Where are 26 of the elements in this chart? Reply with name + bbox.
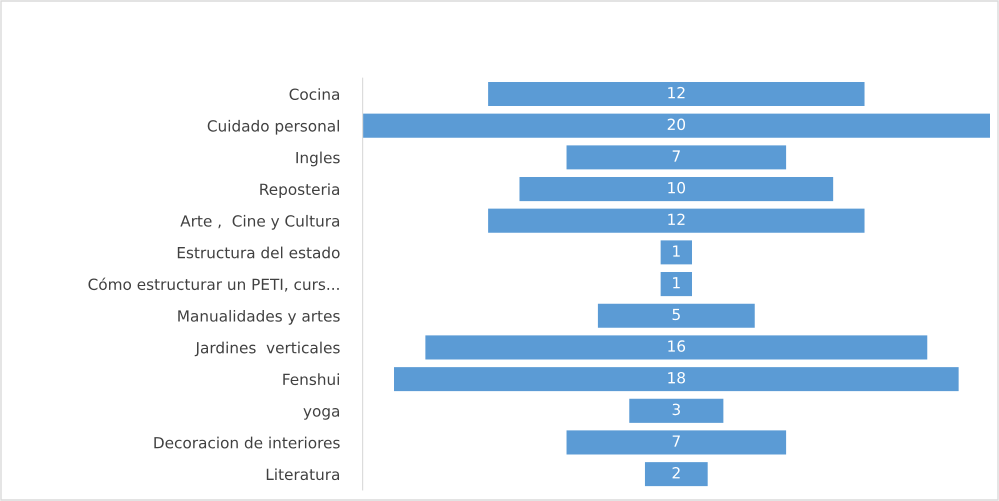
category-label: Decoracion de interiores [154, 436, 340, 448]
category-label: Fenshui [283, 373, 339, 386]
data-label: 18 [668, 372, 685, 384]
data-label: 12 [668, 86, 685, 98]
category-label: Literatura [266, 468, 340, 480]
data-label: 3 [672, 404, 680, 416]
category-label: Cocina [290, 88, 340, 100]
data-label: 16 [668, 340, 686, 352]
data-label: 1 [673, 277, 680, 288]
data-label: 2 [672, 467, 680, 478]
data-label: 10 [668, 182, 686, 194]
category-label: Jardines verticales [194, 342, 340, 356]
data-label: 1 [673, 245, 680, 257]
category-label: Cómo estructurar un PETI, curs... [88, 278, 339, 292]
data-label: 7 [672, 150, 680, 162]
category-label: Manualidades y artes [178, 310, 340, 325]
category-label: Arte , Cine y Cultura [180, 214, 340, 230]
category-label: Cuidado personal [208, 120, 339, 135]
category-label: Estructura del estado [178, 246, 340, 258]
data-label: 12 [668, 214, 685, 225]
category-label: yoga [303, 408, 340, 420]
category-label: Ingles [296, 152, 340, 166]
data-label: 5 [672, 308, 680, 320]
data-label: 20 [668, 118, 686, 130]
data-label: 7 [672, 436, 680, 447]
category-label: Reposteria [260, 183, 340, 198]
